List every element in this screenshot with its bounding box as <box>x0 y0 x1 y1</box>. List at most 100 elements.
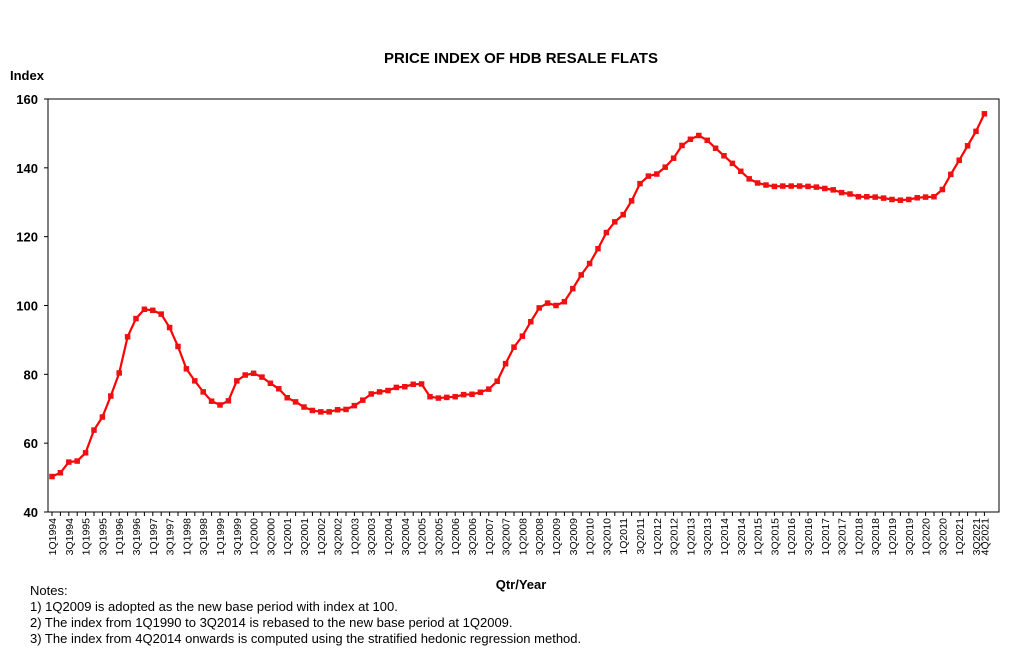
x-tick-label: 1Q1997 <box>148 518 160 556</box>
data-point <box>914 195 920 201</box>
y-axis: 40 60 80 100 120 140 160 <box>16 92 48 520</box>
data-point <box>880 195 887 201</box>
data-point <box>343 406 349 413</box>
data-point <box>284 394 290 401</box>
data-point <box>124 334 131 340</box>
data-point <box>242 372 248 378</box>
x-tick-label: 3Q2011 <box>635 518 647 555</box>
data-point <box>276 386 282 392</box>
data-point <box>469 391 475 398</box>
data-point <box>528 318 534 325</box>
x-tick-label: 3Q2005 <box>433 518 445 556</box>
y-axis-label: Index <box>10 68 45 83</box>
data-point <box>780 183 786 189</box>
x-tick-label: 3Q2000 <box>265 518 277 556</box>
plot-area-frame <box>47 98 1000 513</box>
note-item-2: 2) The index from 1Q1990 to 3Q2014 is re… <box>30 615 513 630</box>
data-point <box>393 384 400 391</box>
x-tick-label: 1Q1994 <box>47 518 59 556</box>
x-tick-label: 3Q2012 <box>669 518 681 556</box>
data-point <box>57 470 64 476</box>
x-tick-label: 1Q2003 <box>349 518 361 556</box>
x-tick-label: 1Q2011 <box>618 518 630 555</box>
x-tick-label: 3Q1994 <box>64 518 76 556</box>
x-tick-label: 1Q2004 <box>383 518 395 556</box>
x-tick-label: 3Q2008 <box>534 518 546 556</box>
x-tick-label: 1Q2009 <box>551 518 563 556</box>
data-point <box>225 398 232 404</box>
data-point <box>864 193 870 200</box>
note-item-1: 1) 1Q2009 is adopted as the new base per… <box>30 599 398 614</box>
x-tick-label: 3Q1996 <box>131 518 143 556</box>
x-tick-label: 3Q2006 <box>467 518 479 556</box>
data-point <box>511 344 517 350</box>
data-point <box>973 128 979 135</box>
y-tick-label: 40 <box>24 505 38 520</box>
x-tick-label: 3Q2010 <box>601 518 613 556</box>
y-tick-label: 100 <box>16 299 38 314</box>
data-point <box>813 184 820 190</box>
data-point <box>645 173 652 179</box>
data-point <box>200 389 206 395</box>
x-tick-label: 3Q2016 <box>803 518 815 556</box>
data-point <box>855 193 862 200</box>
data-point <box>49 473 55 480</box>
data-point <box>687 136 694 143</box>
data-point <box>292 399 299 405</box>
x-tick-label: 3Q1997 <box>165 518 177 556</box>
data-point <box>418 381 425 387</box>
data-point <box>612 219 618 225</box>
data-point <box>376 389 383 395</box>
x-tick-label: 1Q2016 <box>786 518 798 556</box>
data-point <box>259 374 265 380</box>
x-tick-label: 1Q2010 <box>585 518 597 556</box>
data-point <box>679 142 685 149</box>
x-tick-label: 1Q2020 <box>921 518 933 556</box>
data-point <box>444 394 450 401</box>
x-tick-label: 1Q1995 <box>81 518 93 556</box>
data-point <box>981 111 988 117</box>
chart-title: PRICE INDEX OF HDB RESALE FLATS <box>384 50 658 67</box>
x-tick-label: 3Q1998 <box>198 518 210 556</box>
x-tick-label: 1Q1999 <box>215 518 227 556</box>
data-point <box>906 196 912 203</box>
x-tick-label: 1Q1996 <box>114 518 126 556</box>
data-point <box>452 393 458 400</box>
data-point <box>931 193 937 200</box>
data-point <box>628 198 635 204</box>
data-point <box>654 171 660 177</box>
data-point <box>721 153 727 159</box>
y-tick-label: 120 <box>16 230 38 245</box>
data-point <box>603 229 610 236</box>
data-point <box>82 450 89 456</box>
data-point <box>192 378 198 384</box>
note-item-3: 3) The index from 4Q2014 onwards is comp… <box>30 631 582 646</box>
data-point <box>847 191 853 197</box>
data-point <box>66 459 72 465</box>
x-tick-label: 3Q2017 <box>837 518 849 556</box>
data-point <box>670 155 677 161</box>
x-tick-label: 3Q2003 <box>366 518 378 556</box>
x-tick-label: 1Q2015 <box>753 518 765 556</box>
data-point <box>771 183 778 190</box>
data-point <box>318 409 324 415</box>
data-point <box>889 196 895 203</box>
x-tick-label: 1Q2002 <box>316 518 328 556</box>
data-point <box>796 183 803 189</box>
data-point <box>536 305 542 311</box>
data-point <box>595 245 601 252</box>
x-tick-label: 3Q1999 <box>232 518 244 556</box>
x-tick-label: 3Q2004 <box>400 518 412 556</box>
x-tick-label: 1Q2018 <box>853 518 865 556</box>
series-line <box>51 113 986 478</box>
data-point <box>712 145 719 151</box>
data-point <box>822 185 828 192</box>
data-point <box>351 402 358 409</box>
x-tick-label: 1Q1998 <box>181 518 193 556</box>
data-point <box>561 298 568 305</box>
data-point <box>922 194 929 200</box>
x-tick-label: 4Q2021 <box>979 518 991 556</box>
data-point <box>964 143 971 149</box>
data-point <box>704 137 710 144</box>
